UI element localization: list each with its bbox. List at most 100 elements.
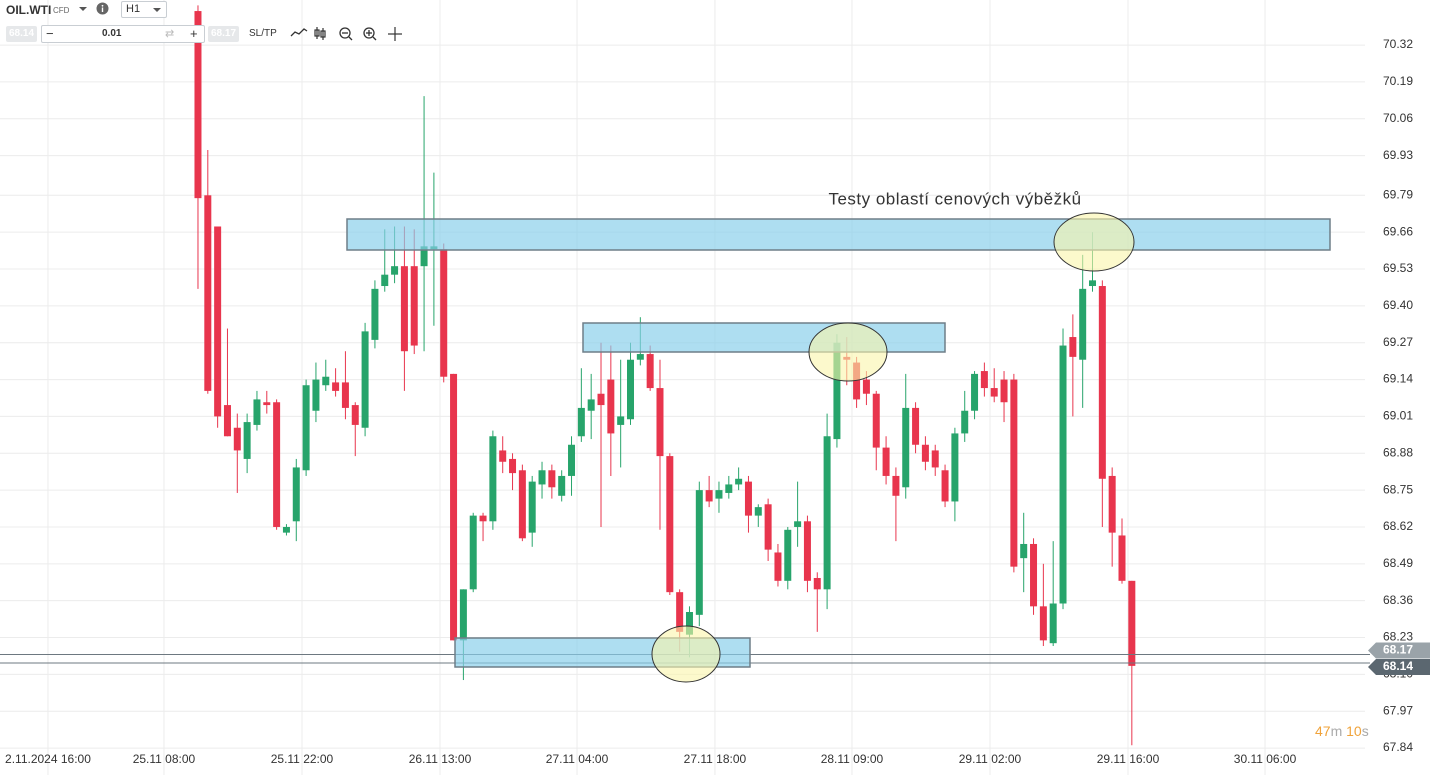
candle-body <box>194 11 202 199</box>
candle-body <box>882 447 890 476</box>
candle-body <box>872 393 880 448</box>
lot-input[interactable]: − 0.01 ⇄ + <box>41 25 205 43</box>
candle-body <box>784 529 792 581</box>
x-tick-label: 27.11 04:00 <box>546 752 609 766</box>
candle-body <box>941 470 949 502</box>
timeframe: H1 <box>126 3 141 15</box>
candle-body <box>469 515 477 590</box>
candle-body <box>931 450 939 468</box>
y-tick-label: 69.79 <box>1383 187 1413 201</box>
candle-body <box>528 481 536 533</box>
candle-body <box>1098 286 1106 479</box>
symbol-dropdown[interactable] <box>78 5 88 13</box>
ask-button[interactable]: 68.17 <box>208 26 239 42</box>
candle-body <box>961 410 969 434</box>
candle-body <box>302 385 310 471</box>
candle-body <box>833 342 841 440</box>
y-tick-label: 68.88 <box>1383 445 1413 459</box>
candle-body <box>695 490 703 615</box>
seconds: 10 <box>1346 723 1362 739</box>
x-tick-label: 28.11 09:00 <box>821 752 884 766</box>
candle-body <box>223 405 231 437</box>
candle-body <box>568 444 576 476</box>
candle-body <box>774 552 782 581</box>
y-tick-label: 69.93 <box>1383 148 1413 162</box>
countdown: 47m 10s <box>1315 723 1369 739</box>
candle-body <box>617 416 625 425</box>
candle-body <box>263 402 271 406</box>
candle-body <box>685 612 693 635</box>
x-tick-label: 30.11 06:00 <box>1234 752 1297 766</box>
bid-button[interactable]: 68.14 <box>6 26 37 42</box>
candle-body <box>361 331 369 428</box>
candle-body <box>371 288 379 340</box>
candle-body <box>862 379 870 394</box>
candle-body <box>587 399 595 411</box>
x-tick-label: 26.11 13:00 <box>409 752 472 766</box>
y-tick-label: 68.49 <box>1383 556 1413 570</box>
move-tool[interactable] <box>388 27 402 41</box>
candle-body <box>1049 603 1057 644</box>
y-tick-label: 69.53 <box>1383 261 1413 275</box>
y-tick-label: 68.62 <box>1383 519 1413 533</box>
candle-body <box>273 402 281 527</box>
x-tick-label: 27.11 18:00 <box>684 752 747 766</box>
minus[interactable]: − <box>46 26 54 41</box>
candle-body <box>754 507 762 516</box>
candle-body <box>1079 288 1087 360</box>
y-tick-label: 68.36 <box>1383 593 1413 607</box>
bid-label: 68.14 <box>1383 659 1413 673</box>
candle-body <box>1030 543 1038 607</box>
candle-body <box>823 436 831 590</box>
y-tick-label: 68.75 <box>1383 482 1413 496</box>
y-tick-label: 67.84 <box>1383 740 1413 754</box>
lot: 0.01 <box>102 28 122 39</box>
candle-body <box>1089 280 1097 287</box>
candle-body <box>607 379 615 434</box>
zone <box>346 218 1331 251</box>
candle-body <box>1010 379 1018 567</box>
candle-body <box>548 470 556 488</box>
candle-body <box>794 521 802 527</box>
candle-body <box>440 249 448 377</box>
candle-body <box>282 526 290 533</box>
candle-tool[interactable] <box>314 27 326 40</box>
candle-body <box>725 484 733 493</box>
plus[interactable]: + <box>190 26 198 41</box>
candle-body <box>803 521 811 581</box>
highlight <box>651 625 721 683</box>
x-tick-label: 29.11 02:00 <box>959 752 1022 766</box>
candle-body <box>351 405 359 425</box>
symbol[interactable]: OIL.WTI <box>6 3 52 17</box>
instrument-type: CFD <box>53 6 70 15</box>
candle-body <box>676 592 684 632</box>
candle-body <box>735 478 743 485</box>
candle-body <box>214 226 222 417</box>
swap-icon[interactable]: ⇄ <box>165 28 175 40</box>
candle-body <box>292 467 300 522</box>
timeframe-select[interactable]: H1 <box>121 1 167 18</box>
sltp-button[interactable]: SL/TP <box>249 28 277 39</box>
candle-body <box>450 373 458 641</box>
candle-body <box>381 274 389 287</box>
annotation: Testy oblastí cenových výběžků <box>828 189 1081 208</box>
y-tick-label: 69.66 <box>1383 224 1413 238</box>
candle-body <box>656 388 664 457</box>
y-tick-label: 70.32 <box>1383 37 1413 51</box>
info-icon[interactable] <box>96 2 109 15</box>
candle-body <box>813 577 821 590</box>
candle-body <box>499 450 507 462</box>
line-tool[interactable] <box>290 28 308 37</box>
ask-label: 68.17 <box>1383 643 1413 657</box>
candle-body <box>1128 580 1136 666</box>
candle-body <box>971 373 979 411</box>
candle-body <box>420 246 428 267</box>
candle-body <box>715 490 723 499</box>
candle-body <box>518 470 526 539</box>
candle-body <box>636 354 644 360</box>
zoom-in[interactable] <box>363 27 377 41</box>
y-tick-label: 69.01 <box>1383 409 1413 423</box>
candle-body <box>902 407 910 488</box>
zoom-out[interactable] <box>339 27 353 41</box>
